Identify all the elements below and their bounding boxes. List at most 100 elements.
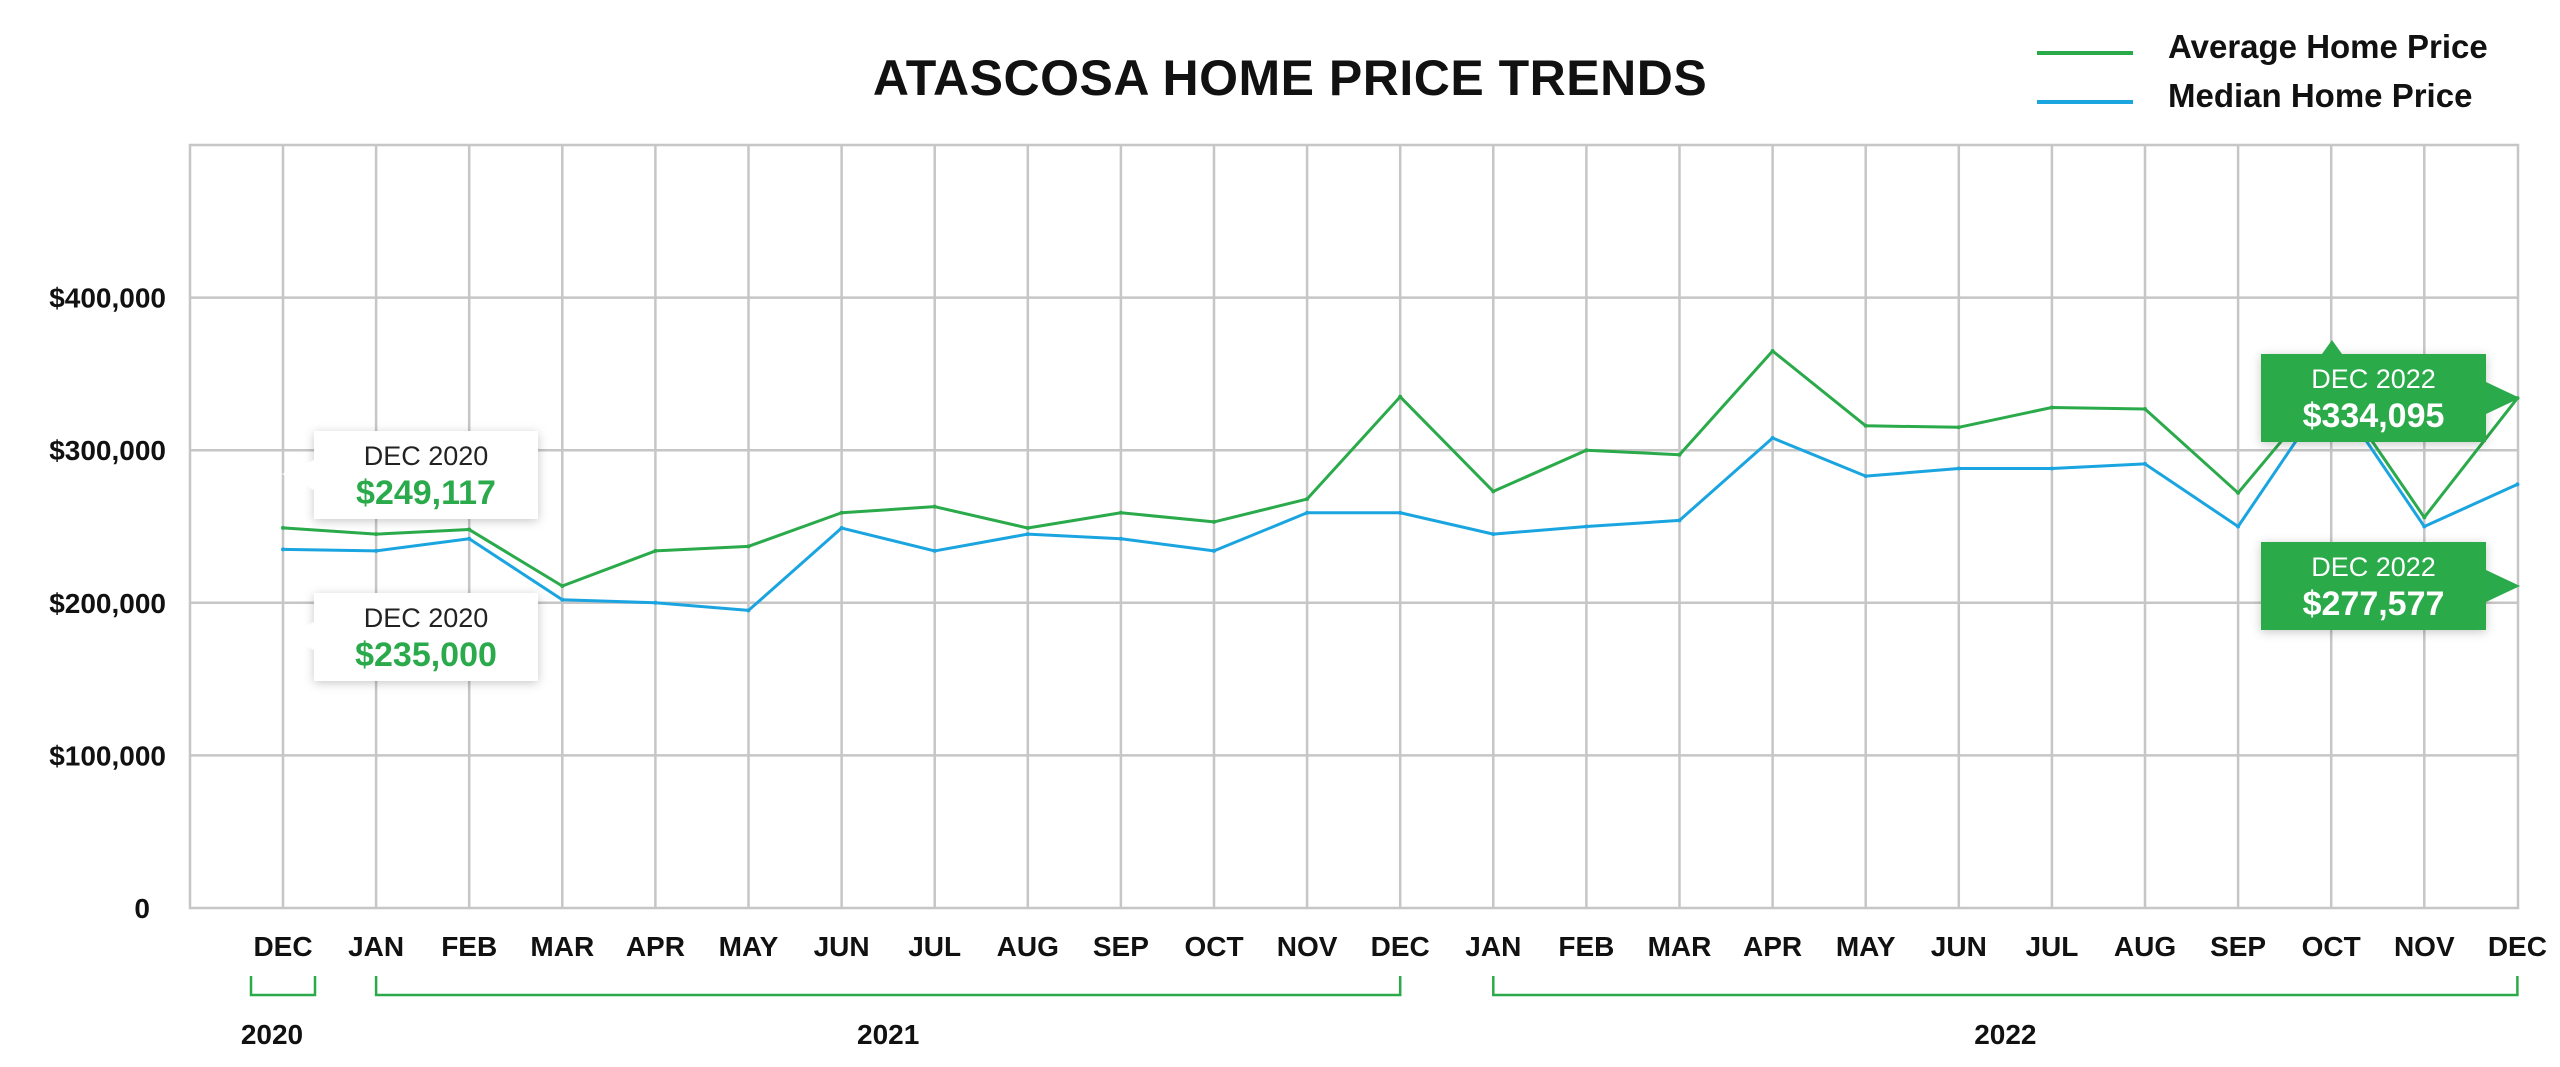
data-point-average (653, 548, 658, 553)
data-point-average (746, 544, 751, 549)
plot-frame (188, 143, 2520, 910)
x-tick-label: OCT (2302, 931, 2361, 962)
callout-value: $235,000 (355, 636, 497, 674)
callout-value: $277,577 (2303, 585, 2445, 623)
x-tick-label: JUN (814, 931, 870, 962)
callout-date: DEC 2020 (364, 603, 489, 633)
year-label: 2020 (241, 1019, 303, 1050)
data-point-median (1863, 474, 1868, 479)
callout-date: DEC 2020 (364, 441, 489, 471)
callout-value: $249,117 (356, 474, 496, 512)
data-point-median (746, 608, 751, 613)
callout-pointer (2322, 340, 2342, 354)
callout-date: DEC 2022 (2311, 552, 2436, 582)
callout-median-start: DEC 2020$235,000 (284, 593, 538, 681)
data-point-average (467, 527, 472, 532)
data-point-median (839, 526, 844, 531)
data-point-median (2049, 466, 2054, 471)
y-axis: 0 $100,000 $200,000 $300,000 $400,000 (49, 283, 166, 924)
x-tick-label: JUL (2025, 931, 2078, 962)
data-point-average (1398, 394, 1403, 399)
gridlines (188, 143, 2520, 910)
data-point-average (2049, 405, 2054, 410)
y-tick-label: $100,000 (49, 740, 166, 771)
data-point-average (2236, 490, 2241, 495)
year-brackets: 2020 2021 2022 (241, 976, 2519, 1050)
x-tick-label: AUG (997, 931, 1059, 962)
callout-pointer (2486, 570, 2520, 602)
year-bracket (374, 976, 1402, 997)
x-tick-label: DEC (2488, 931, 2547, 962)
data-point-median (2236, 524, 2241, 529)
data-point-median (1025, 532, 1030, 537)
year-label: 2022 (1974, 1019, 2036, 1050)
year-bracket (1492, 976, 2519, 997)
legend-label-average: Average Home Price (2168, 28, 2488, 65)
data-point-median (1584, 524, 1589, 529)
legend: Average Home Price Median Home Price (2037, 28, 2488, 114)
data-point-median (374, 548, 379, 553)
x-tick-label: FEB (1558, 931, 1614, 962)
x-axis: DEC JAN FEB MAR APR MAY JUN JUL AUG SEP OCT NOV DEC J… (253, 931, 2547, 962)
data-point-average (1863, 423, 1868, 428)
data-point-median (1770, 435, 1775, 440)
x-tick-label: JAN (348, 931, 404, 962)
y-tick-label: 0 (134, 893, 150, 924)
x-tick-label: APR (1743, 931, 1802, 962)
data-point-average (1770, 349, 1775, 354)
legend-item-median: Median Home Price (2037, 77, 2472, 114)
x-tick-label: MAR (530, 931, 594, 962)
data-point-average (2143, 406, 2147, 411)
data-point-median (1212, 548, 1216, 553)
data-point-average (1584, 448, 1589, 453)
data-point-average (374, 532, 379, 537)
callout-pointer (2486, 382, 2520, 414)
x-tick-label: DEC (253, 931, 312, 962)
data-point-average (1118, 510, 1123, 515)
x-tick-label: APR (626, 931, 685, 962)
x-tick-label: MAY (1836, 931, 1896, 962)
data-point-median (932, 548, 937, 553)
data-point-median (1956, 466, 1961, 471)
y-tick-label: $200,000 (49, 588, 166, 619)
x-tick-label: MAR (1648, 931, 1712, 962)
callout-box (2261, 354, 2486, 442)
data-point-median (2143, 461, 2147, 466)
x-tick-label: MAY (719, 931, 779, 962)
data-point-median (1305, 510, 1310, 515)
series-lines (281, 349, 2520, 613)
data-point-median (653, 600, 658, 605)
y-tick-label: $400,000 (49, 283, 166, 314)
callout-average-end: DEC 2022$334,095 (2261, 340, 2520, 442)
x-tick-label: OCT (1184, 931, 1243, 962)
legend-label-median: Median Home Price (2168, 77, 2472, 114)
callout-date: DEC 2022 (2311, 364, 2436, 394)
data-point-median (467, 536, 472, 541)
data-point-average (1677, 452, 1682, 457)
data-point-average (1956, 425, 1961, 430)
data-point-average (2422, 515, 2427, 520)
x-tick-label: AUG (2114, 931, 2176, 962)
callout-average-start: DEC 2020$249,117 (282, 431, 538, 519)
year-label: 2021 (857, 1019, 919, 1050)
chart-title: ATASCOSA HOME PRICE TRENDS (873, 50, 1707, 106)
data-point-median (1118, 536, 1123, 541)
year-bracket (249, 976, 317, 997)
x-tick-label: JUN (1931, 931, 1987, 962)
callout-box (314, 593, 538, 681)
data-point-average (1305, 497, 1310, 502)
data-point-average (1212, 519, 1216, 524)
data-point-average (1491, 489, 1496, 494)
x-tick-label: DEC (1371, 931, 1430, 962)
callout-box (2261, 542, 2486, 630)
data-point-average (281, 525, 285, 530)
callout-median-end: DEC 2022$277,577 (2261, 542, 2520, 630)
y-tick-label: $300,000 (49, 435, 166, 466)
x-tick-label: SEP (1093, 931, 1149, 962)
data-point-median (2422, 524, 2427, 529)
x-tick-label: SEP (2210, 931, 2266, 962)
x-tick-label: FEB (441, 931, 497, 962)
callout-box (314, 431, 538, 519)
data-point-median (2515, 482, 2520, 487)
